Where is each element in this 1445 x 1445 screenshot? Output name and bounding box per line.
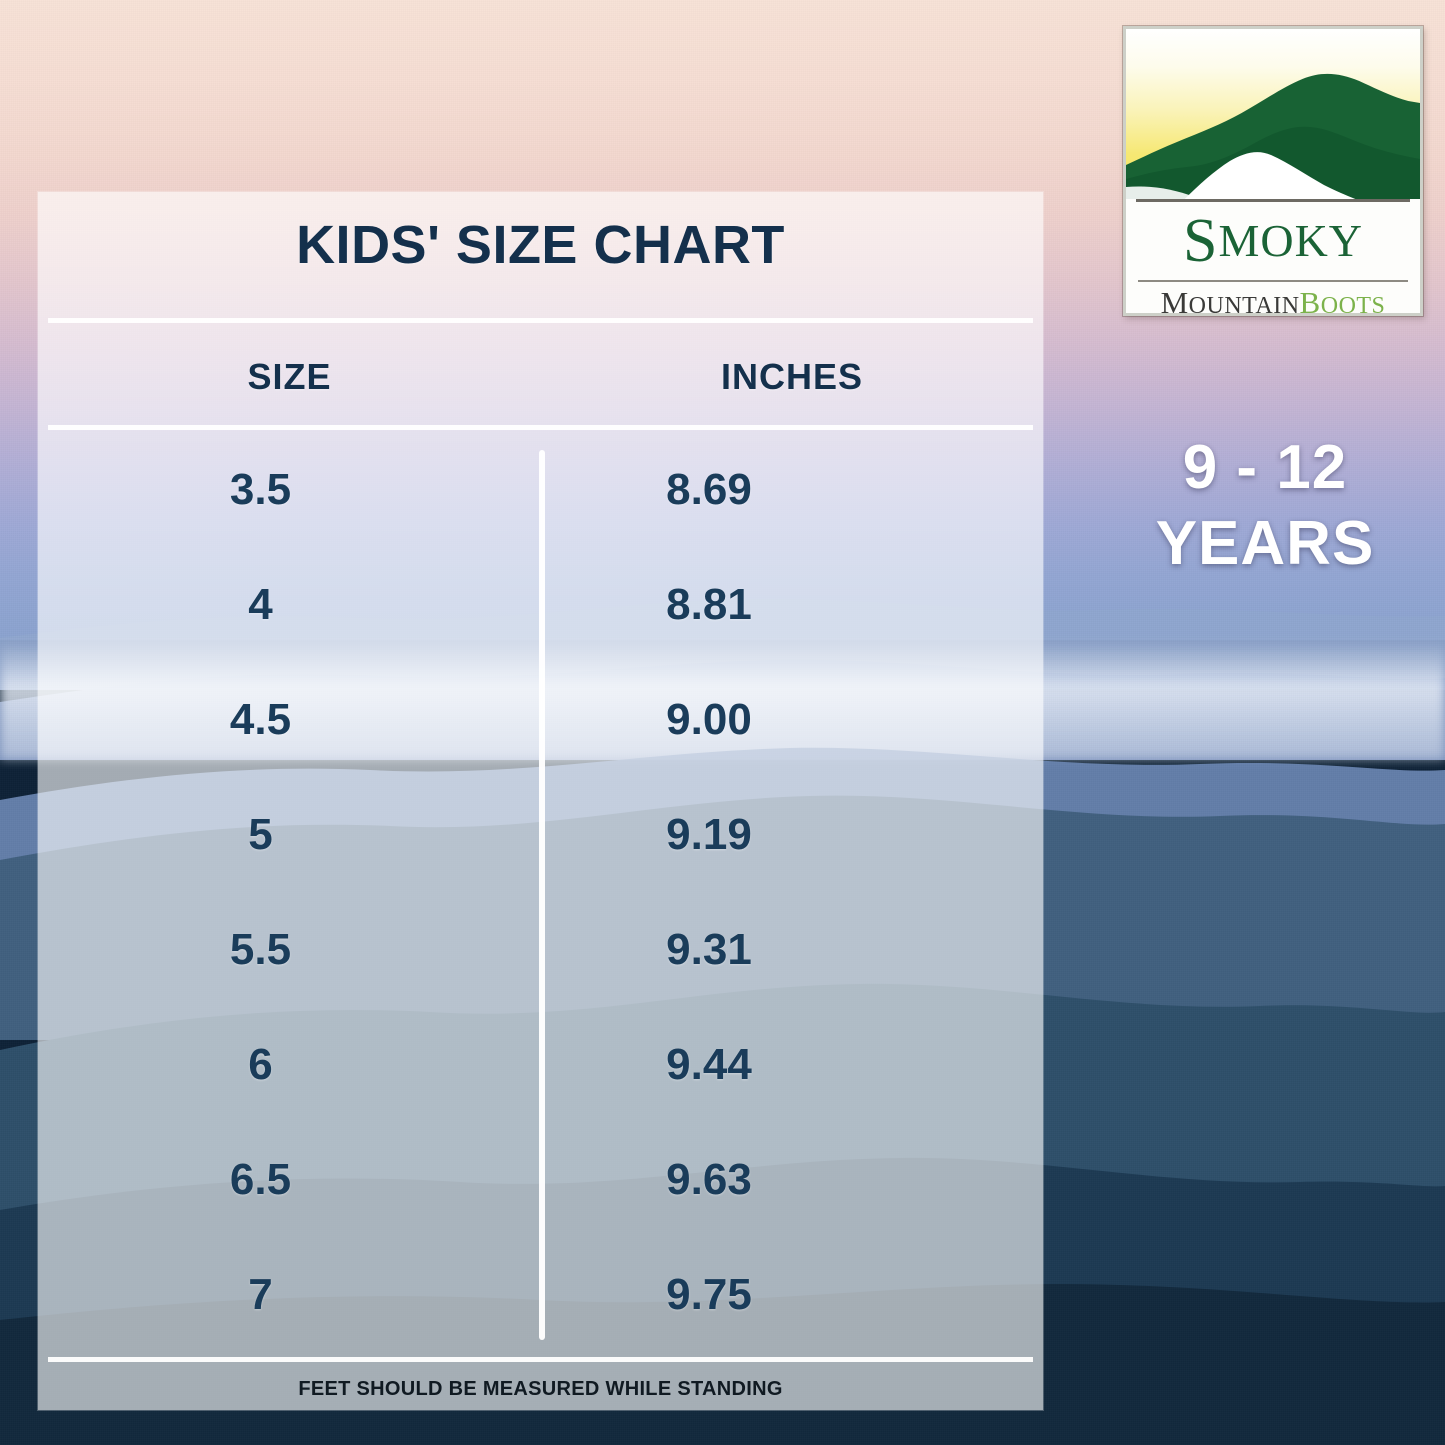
divider-above-footnote — [48, 1357, 1033, 1362]
logo-mountain-artwork — [1126, 29, 1420, 199]
column-header-inches-label: INCHES — [720, 356, 864, 397]
cell-size: 5.5 — [229, 924, 292, 974]
cell-inches: 8.69 — [666, 464, 752, 514]
divider-under-header — [48, 425, 1033, 430]
footnote-text: FEET SHOULD BE MEASURED WHILE STANDING — [298, 1378, 783, 1400]
brand-logo: S MOKY MOUNTAIN BOOTS — [1123, 26, 1423, 316]
cell-inches: 9.44 — [666, 1039, 752, 1089]
logo-mountain-rest: OUNTAIN — [1188, 292, 1300, 316]
table-row: 4.5 9.00 — [38, 662, 1043, 777]
cell-size: 3.5 — [229, 464, 292, 514]
logo-mountain-shape-icon — [1126, 73, 1420, 199]
vertical-column-divider — [539, 450, 545, 1340]
table-row: 5 9.19 — [38, 777, 1043, 892]
cell-inches: 8.81 — [666, 579, 752, 629]
cell-size: 6.5 — [229, 1154, 292, 1204]
cell-inches: 9.75 — [666, 1269, 752, 1319]
column-header-size-label: SIZE — [247, 356, 332, 397]
cell-size: 4.5 — [229, 694, 292, 744]
header-cell-size: SIZE — [38, 342, 541, 412]
cell-size: 5 — [248, 809, 273, 859]
cell-size: 7 — [248, 1269, 273, 1319]
logo-smoky-rest: MOKY — [1218, 215, 1364, 266]
cell-size: 6 — [248, 1039, 273, 1089]
cell-inches: 9.31 — [666, 924, 752, 974]
table-header-row: SIZE INCHES — [38, 342, 1043, 412]
logo-boots-rest: OOTS — [1320, 292, 1386, 316]
table-row: 6 9.44 — [38, 1007, 1043, 1122]
page-title: KIDS' SIZE CHART — [296, 215, 785, 275]
logo-wordmark-smoky: S MOKY — [1126, 202, 1420, 280]
logo-divider-top — [1136, 199, 1410, 202]
logo-subwordmark: MOUNTAIN BOOTS — [1126, 282, 1420, 316]
cell-inches: 9.00 — [666, 694, 752, 744]
table-row: 3.5 8.69 — [38, 432, 1043, 547]
logo-mountain-lead: M — [1160, 284, 1189, 316]
table-body: 3.5 8.69 4 8.81 4.5 9.00 5 9.19 5.5 9.31… — [38, 432, 1043, 1352]
size-chart-card: KIDS' SIZE CHART SIZE INCHES 3.5 8.69 4 … — [38, 192, 1043, 1410]
header-cell-inches: INCHES — [541, 342, 1043, 412]
logo-boots-lead: B — [1299, 284, 1321, 316]
age-range-line-1: 9 - 12 — [1182, 433, 1348, 502]
logo-mountain-text: MOUNTAIN — [1160, 284, 1300, 316]
table-row: 7 9.75 — [38, 1237, 1043, 1352]
age-range-badge: 9 - 12 YEARS — [1100, 430, 1430, 581]
table-row: 6.5 9.63 — [38, 1122, 1043, 1237]
divider-under-title — [48, 318, 1033, 323]
logo-divider-bottom — [1138, 280, 1408, 282]
table-row: 5.5 9.31 — [38, 892, 1043, 1007]
logo-boots-text: BOOTS — [1299, 284, 1386, 316]
age-range-line-2: YEARS — [1155, 508, 1375, 578]
logo-smoky-lead: S — [1182, 207, 1219, 275]
cell-inches: 9.63 — [666, 1154, 752, 1204]
table-row: 4 8.81 — [38, 547, 1043, 662]
cell-size: 4 — [248, 579, 273, 629]
cell-inches: 9.19 — [666, 809, 752, 859]
